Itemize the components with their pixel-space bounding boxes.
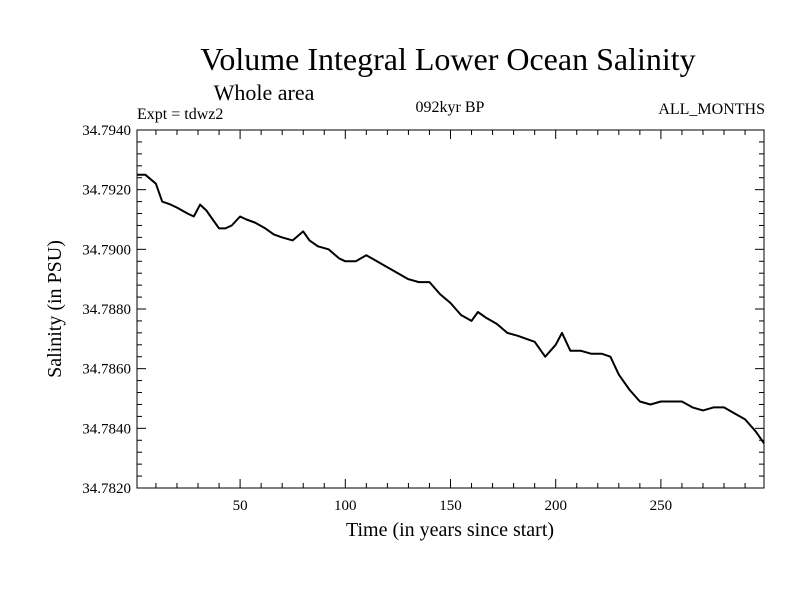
chart-title: Volume Integral Lower Ocean Salinity: [200, 41, 695, 77]
months-label: ALL_MONTHS: [658, 101, 765, 118]
x-axis: 50 100 150 200 250: [233, 130, 673, 514]
y-tick-label: 34.7840: [82, 421, 131, 437]
x-axis-label: Time (in years since start): [346, 519, 554, 541]
y-tick-label: 34.7920: [82, 183, 131, 199]
y-tick-label: 34.7900: [82, 242, 131, 258]
y-tick-label: 34.7880: [82, 302, 131, 318]
x-tick-label: 100: [334, 498, 357, 514]
y-tick-label: 34.7940: [82, 123, 131, 139]
y-tick-label: 34.7820: [82, 481, 131, 497]
plot-frame: [136, 129, 765, 489]
minor-ticks: [137, 130, 764, 488]
y-tick-label: 34.7860: [82, 362, 131, 378]
chart-subtitle: Whole area: [214, 80, 315, 105]
period-label: 092kyr BP: [416, 99, 485, 116]
x-tick-label: 200: [544, 498, 567, 514]
salinity-series-line: [137, 173, 765, 444]
x-tick-label: 50: [233, 498, 248, 514]
y-axis-label: Salinity (in PSU): [44, 240, 66, 378]
experiment-label: Expt = tdwz2: [137, 106, 223, 123]
y-axis: 34.7820 34.7840 34.7860 34.7880 34.7900 34.79…: [82, 123, 764, 497]
x-tick-label: 150: [439, 498, 462, 514]
x-tick-label: 250: [650, 498, 673, 514]
